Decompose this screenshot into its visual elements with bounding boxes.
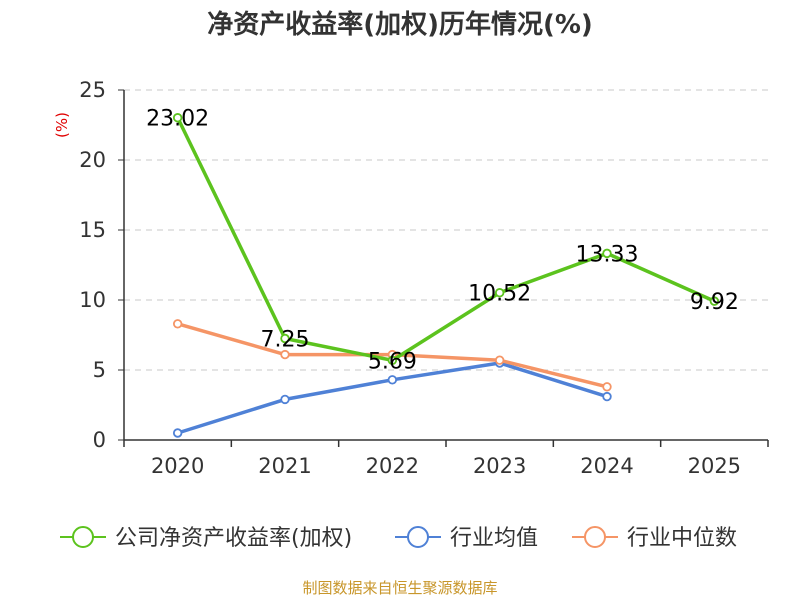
legend-item-1[interactable]: 行业均值 [395, 526, 538, 551]
series-lines [172, 113, 720, 438]
y-tick-label: 10 [79, 288, 106, 312]
legend-label: 行业中位数 [627, 526, 737, 551]
y-tick-label: 0 [93, 428, 106, 452]
series-point-0[interactable] [172, 113, 183, 123]
legend-item-0[interactable]: 公司净资产收益率(加权) [60, 526, 352, 551]
series-point-0[interactable] [602, 248, 612, 259]
data-label: 10.52 [468, 282, 531, 307]
series-point-0[interactable] [387, 355, 398, 366]
data-label: 7.25 [261, 328, 310, 353]
series-point-1[interactable] [387, 375, 398, 385]
series-point-0[interactable] [494, 288, 505, 298]
y-tick-label: 20 [79, 148, 106, 172]
x-tick-label: 2024 [580, 454, 633, 478]
series-point-2[interactable] [602, 382, 612, 392]
legend-swatch-circle [407, 526, 429, 548]
series-point-2[interactable] [280, 349, 290, 360]
x-tick-label: 2021 [258, 454, 311, 478]
series-line-0 [176, 116, 716, 363]
y-tick-label: 5 [93, 358, 106, 382]
x-tick-label: 2020 [151, 454, 204, 478]
x-tick-label: 2023 [473, 454, 526, 478]
y-tick-label: 25 [79, 78, 106, 102]
legend[interactable]: 公司净资产收益率(加权) 行业均值 行业中位数 [60, 526, 737, 551]
x-tick-label: 2022 [366, 454, 419, 478]
source-note: 制图数据来自恒生聚源数据库 [302, 579, 497, 597]
data-labels: 23.02 7.25 5.69 10.52 13.33 9.92 [146, 107, 739, 375]
x-tick-label: 2025 [688, 454, 741, 478]
series-point-0[interactable] [280, 333, 290, 344]
data-label: 9.92 [690, 290, 739, 315]
legend-label: 公司净资产收益率(加权) [115, 526, 352, 551]
series-point-2[interactable] [172, 319, 183, 329]
data-label: 13.33 [576, 242, 639, 267]
series-point-2[interactable] [494, 355, 505, 365]
y-tick-label: 15 [79, 218, 106, 242]
chart-title: 净资产收益率(加权)历年情况(%) [207, 9, 593, 40]
series-point-1[interactable] [172, 428, 183, 438]
legend-swatch-circle [584, 526, 606, 548]
data-label: 23.02 [146, 107, 209, 132]
legend-label: 行业均值 [450, 526, 538, 551]
y-axis-label: (%) [53, 112, 71, 138]
series-point-1[interactable] [280, 394, 290, 405]
legend-item-2[interactable]: 行业中位数 [572, 526, 737, 551]
legend-swatch-circle [72, 526, 94, 548]
series-point-0[interactable] [709, 296, 720, 306]
data-label: 5.69 [368, 349, 417, 374]
series-point-1[interactable] [602, 391, 612, 402]
